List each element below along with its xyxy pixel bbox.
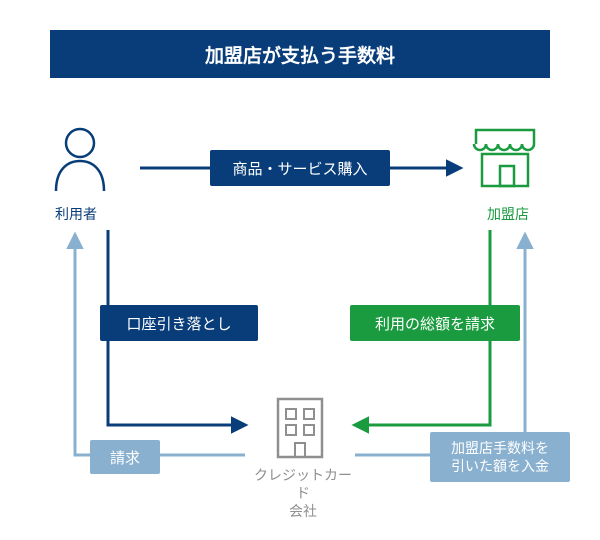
company-label: クレジットカード 会社 [248, 466, 358, 521]
user-label: 利用者 [55, 204, 97, 224]
title-text: 加盟店が支払う手数料 [205, 41, 395, 68]
label-billing: 請求 [90, 440, 160, 474]
diagram-canvas: 加盟店が支払う手数料 利用者 加盟店 クレジットカード 会社 [0, 0, 600, 540]
store-icon [470, 120, 540, 190]
label-purchase: 商品・サービス購入 [210, 150, 390, 186]
arrow-billing [75, 235, 245, 455]
title-bar: 加盟店が支払う手数料 [50, 30, 550, 78]
label-debit: 口座引き落とし [100, 305, 258, 341]
arrow-deposit [355, 235, 525, 455]
label-deposit: 加盟店手数料を 引いた額を入金 [430, 432, 570, 482]
store-label: 加盟店 [487, 204, 529, 224]
user-icon [50, 125, 110, 195]
company-icon [270, 395, 330, 461]
label-claim: 利用の総額を請求 [350, 305, 520, 341]
